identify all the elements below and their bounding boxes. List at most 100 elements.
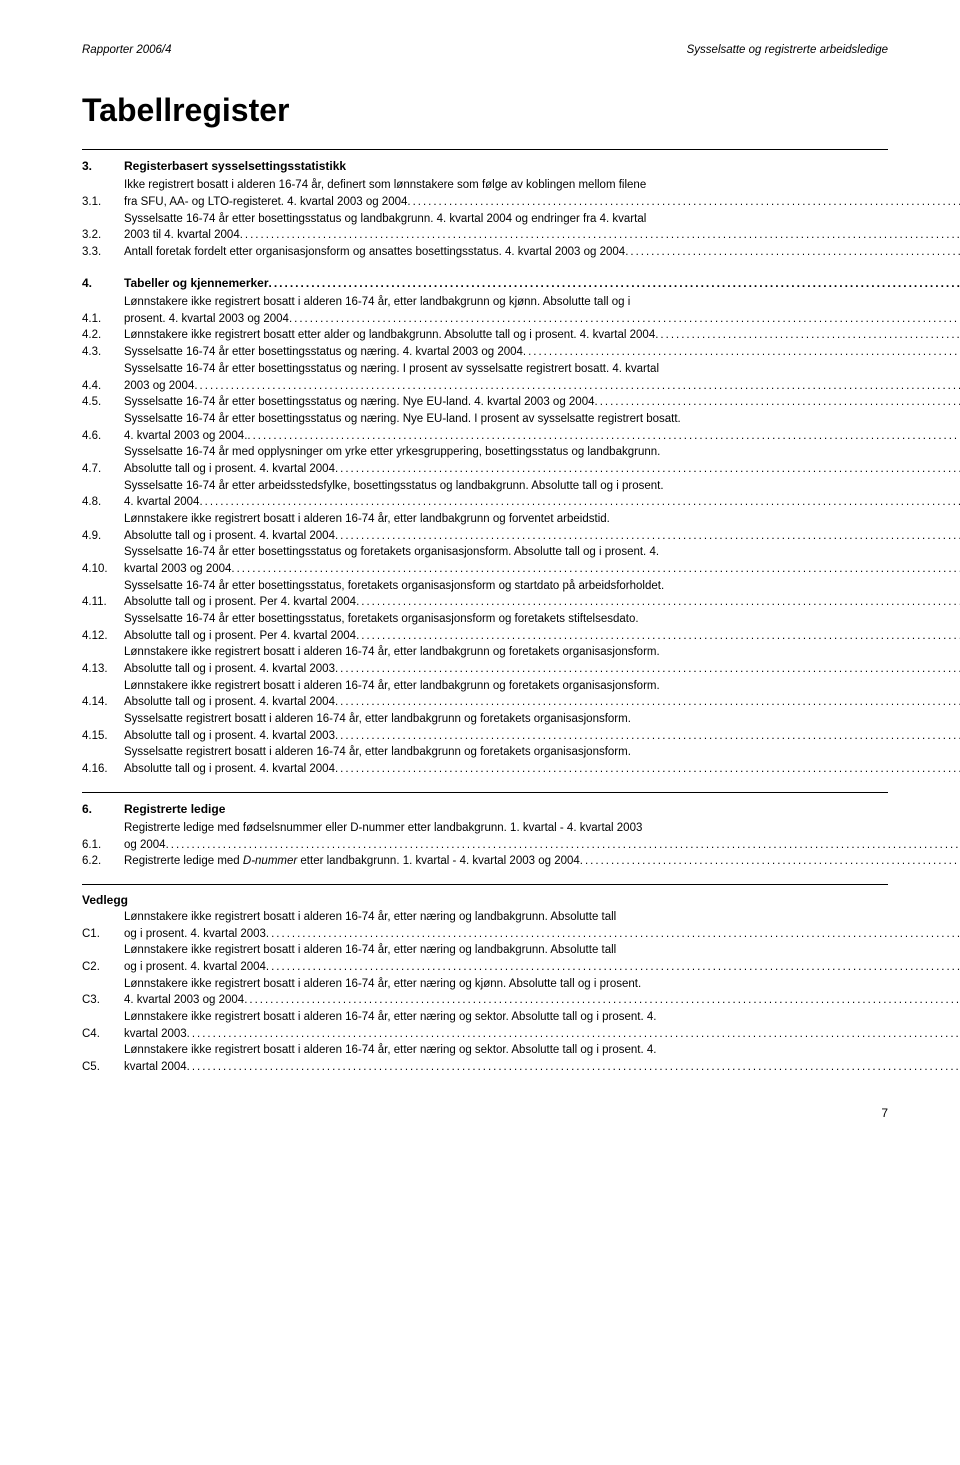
vedlegg-title: Vedlegg xyxy=(82,893,888,907)
entry-body: Sysselsatte 16-74 år etter arbeidsstedsf… xyxy=(124,478,960,511)
toc-entry: 4.3.Sysselsatte 16-74 år etter bosetting… xyxy=(82,344,888,361)
entry-line: Lønnstakere ikke registrert bosatt i ald… xyxy=(124,976,960,993)
entry-text: Absolutte tall og i prosent. 4. kvartal … xyxy=(124,728,335,745)
entry-lastline: fra SFU, AA- og LTO-registeret. 4. kvart… xyxy=(124,194,960,211)
entry-number: C3. xyxy=(82,992,124,1009)
entry-number: 4.6. xyxy=(82,428,124,445)
leader-dots xyxy=(335,694,960,711)
entry-body: Sysselsatte 16-74 år med opplysninger om… xyxy=(124,444,960,477)
entry-body: Sysselsatte 16-74 år etter bosettingssta… xyxy=(124,394,960,411)
entry-number: C1. xyxy=(82,926,124,943)
entry-line: Sysselsatte 16-74 år etter arbeidsstedsf… xyxy=(124,478,960,495)
toc-entry: C4.Lønnstakere ikke registrert bosatt i … xyxy=(82,1009,888,1042)
toc-entry: 4.6.Sysselsatte 16-74 år etter bosetting… xyxy=(82,411,888,444)
entry-line: Sysselsatte 16-74 år etter bosettingssta… xyxy=(124,361,960,378)
entry-lastline: Absolutte tall og i prosent. 4. kvartal … xyxy=(124,461,960,478)
section-num: 4. xyxy=(82,275,124,292)
entry-body: Sysselsatte 16-74 år etter bosettingssta… xyxy=(124,344,960,361)
leader-dots xyxy=(356,628,960,645)
leader-dots xyxy=(266,926,960,943)
toc-entry: 4.9.Lønnstakere ikke registrert bosatt i… xyxy=(82,511,888,544)
entry-lastline: 4. kvartal 2004 xyxy=(124,494,960,511)
entry-body: Sysselsatte 16-74 år etter bosettingssta… xyxy=(124,611,960,644)
toc-entry: 4.8.Sysselsatte 16-74 år etter arbeidsst… xyxy=(82,478,888,511)
entry-lastline: prosent. 4. kvartal 2003 og 2004 xyxy=(124,311,960,328)
entry-body: Sysselsatte 16-74 år etter bosettingssta… xyxy=(124,411,960,444)
section-title: Tabeller og kjennemerker xyxy=(124,275,269,292)
leader-dots xyxy=(187,1059,960,1076)
entry-number: 4.1. xyxy=(82,311,124,328)
entry-text: Absolutte tall og i prosent. Per 4. kvar… xyxy=(124,628,356,645)
entry-number: 4.15. xyxy=(82,728,124,745)
entry-lastline: Sysselsatte 16-74 år etter bosettingssta… xyxy=(124,394,960,411)
toc-entry: 4.2.Lønnstakere ikke registrert bosatt e… xyxy=(82,327,888,344)
entry-line: Sysselsatte registrert bosatt i alderen … xyxy=(124,744,960,761)
section-4-head: 4. Tabeller og kjennemerker 21 xyxy=(82,275,888,294)
entry-text: Absolutte tall og i prosent. 4. kvartal … xyxy=(124,528,335,545)
leader-dots xyxy=(356,594,960,611)
section-title: Registrerte ledige xyxy=(124,801,888,818)
toc-entry: 3.2.Sysselsatte 16-74 år etter bosetting… xyxy=(82,211,888,244)
entry-text: 4. kvartal 2003 og 2004 xyxy=(124,992,244,1009)
entry-lastline: kvartal 2003 og 2004 xyxy=(124,561,960,578)
entry-number: 4.9. xyxy=(82,528,124,545)
entry-lastline: 2003 til 4. kvartal 2004 xyxy=(124,227,960,244)
section-6: 6. Registrerte ledige 6.1.Registrerte le… xyxy=(82,801,888,870)
entry-lastline: 4. kvartal 2003 og 2004 xyxy=(124,992,960,1009)
entry-body: Lønnstakere ikke registrert bosatt i ald… xyxy=(124,976,960,1009)
leader-dots xyxy=(199,494,960,511)
entry-text: 4. kvartal 2003 og 2004. xyxy=(124,428,247,445)
entry-body: Sysselsatte 16-74 år etter bosettingssta… xyxy=(124,211,960,244)
toc-entry: 6.2.Registrerte ledige med D-nummer ette… xyxy=(82,853,888,870)
leader-dots xyxy=(231,561,960,578)
entry-lastline: Absolutte tall og i prosent. Per 4. kvar… xyxy=(124,594,960,611)
entry-text: Absolutte tall og i prosent. 4. kvartal … xyxy=(124,761,335,778)
toc-entry: 4.1.Lønnstakere ikke registrert bosatt i… xyxy=(82,294,888,327)
divider xyxy=(82,884,888,885)
toc-entry: C2.Lønnstakere ikke registrert bosatt i … xyxy=(82,942,888,975)
entry-line: Sysselsatte 16-74 år etter bosettingssta… xyxy=(124,544,960,561)
entry-body: Lønnstakere ikke registrert bosatt i ald… xyxy=(124,678,960,711)
entry-text: og i prosent. 4. kvartal 2003 xyxy=(124,926,266,943)
entry-number: 4.13. xyxy=(82,661,124,678)
toc-entry: 4.14.Lønnstakere ikke registrert bosatt … xyxy=(82,678,888,711)
toc-entry: C1.Lønnstakere ikke registrert bosatt i … xyxy=(82,909,888,942)
leader-dots xyxy=(335,761,960,778)
entry-text: 2003 til 4. kvartal 2004 xyxy=(124,227,240,244)
entry-body: Sysselsatte registrert bosatt i alderen … xyxy=(124,744,960,777)
entry-body: Sysselsatte registrert bosatt i alderen … xyxy=(124,711,960,744)
entry-text: prosent. 4. kvartal 2003 og 2004 xyxy=(124,311,289,328)
leader-dots xyxy=(655,327,960,344)
entry-line: Sysselsatte 16-74 år etter bosettingssta… xyxy=(124,411,960,428)
toc-entry: 3.1.Ikke registrert bosatt i alderen 16-… xyxy=(82,177,888,210)
section-3: 3. Registerbasert sysselsettingsstatisti… xyxy=(82,158,888,261)
toc-entry: 4.16.Sysselsatte registrert bosatt i ald… xyxy=(82,744,888,777)
toc-entry: 4.15.Sysselsatte registrert bosatt i ald… xyxy=(82,711,888,744)
entry-text: Lønnstakere ikke registrert bosatt etter… xyxy=(124,327,655,344)
entry-number: C5. xyxy=(82,1059,124,1076)
leader-dots xyxy=(523,344,960,361)
toc-entry: 3.3.Antall foretak fordelt etter organis… xyxy=(82,244,888,261)
leader-dots xyxy=(266,959,960,976)
entry-lastline: og 2004 xyxy=(124,837,960,854)
entry-text: Absolutte tall og i prosent. 4. kvartal … xyxy=(124,461,335,478)
entry-number: 6.2. xyxy=(82,853,124,870)
entry-text: Sysselsatte 16-74 år etter bosettingssta… xyxy=(124,394,595,411)
entry-body: Antall foretak fordelt etter organisasjo… xyxy=(124,244,960,261)
entry-number: 4.2. xyxy=(82,327,124,344)
leader-dots xyxy=(335,461,960,478)
section-4: 4. Tabeller og kjennemerker 21 4.1.Lønns… xyxy=(82,275,888,778)
entry-body: Lønnstakere ikke registrert bosatt etter… xyxy=(124,327,960,344)
leader-dots xyxy=(289,311,960,328)
leader-dots xyxy=(625,244,960,261)
entry-text: kvartal 2003 og 2004 xyxy=(124,561,231,578)
toc-entry: 4.10.Sysselsatte 16-74 år etter bosettin… xyxy=(82,544,888,577)
leader-dots xyxy=(194,378,960,395)
entry-number: 4.3. xyxy=(82,344,124,361)
entry-line: Sysselsatte 16-74 år etter bosettingssta… xyxy=(124,578,960,595)
leader-dots xyxy=(247,428,960,445)
entry-body: Lønnstakere ikke registrert bosatt i ald… xyxy=(124,294,960,327)
toc-entry: C5.Lønnstakere ikke registrert bosatt i … xyxy=(82,1042,888,1075)
entry-line: Lønnstakere ikke registrert bosatt i ald… xyxy=(124,644,960,661)
entry-number: 4.4. xyxy=(82,378,124,395)
